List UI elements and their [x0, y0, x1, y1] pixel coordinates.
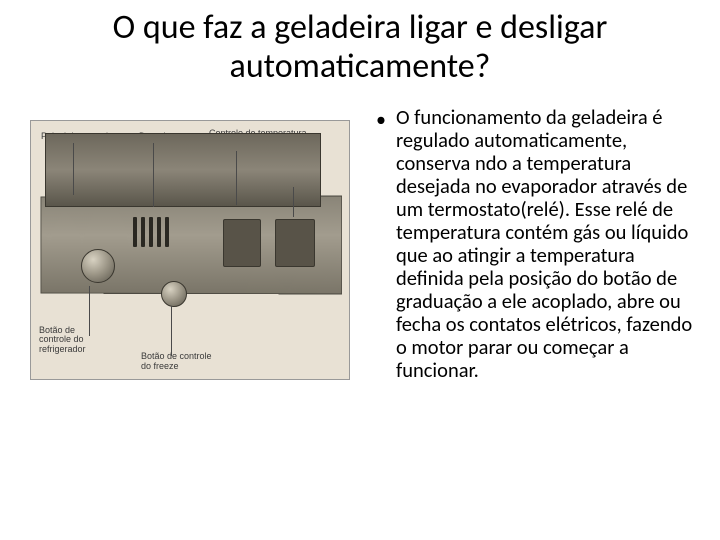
leader-line — [171, 306, 172, 356]
image-column: Painel de controle Duto de ar Controle d… — [20, 100, 360, 381]
vent-slot — [165, 217, 169, 247]
vent-slot — [157, 217, 161, 247]
label-botao-freeze: Botão de controle do freeze — [141, 352, 221, 371]
leader-line — [73, 143, 74, 195]
inner-plate — [45, 133, 321, 207]
bullet-marker: • — [376, 106, 386, 132]
refrigerator-knob — [81, 249, 115, 283]
refrigerator-panel-diagram: Painel de controle Duto de ar Controle d… — [30, 120, 350, 380]
leader-line — [236, 151, 237, 205]
leader-line — [153, 143, 154, 207]
thermostat-cutout — [275, 219, 315, 267]
leader-line — [293, 187, 294, 217]
bullet-item: • O funcionamento da geladeira é regulad… — [376, 106, 700, 381]
content-area: Painel de controle Duto de ar Controle d… — [0, 90, 720, 381]
thermostat-cutout — [223, 219, 261, 267]
vent-slot — [141, 217, 145, 247]
vent-slot — [133, 217, 137, 247]
leader-line — [89, 286, 90, 336]
vent-slot — [149, 217, 153, 247]
slide-title: O que faz a geladeira ligar e desligar a… — [0, 0, 720, 90]
label-botao-refrig: Botão de controle do refrigerador — [39, 326, 99, 354]
text-column: • O funcionamento da geladeira é regulad… — [360, 100, 700, 381]
bullet-text: O funcionamento da geladeira é regulado … — [396, 106, 700, 381]
freezer-knob — [161, 281, 187, 307]
